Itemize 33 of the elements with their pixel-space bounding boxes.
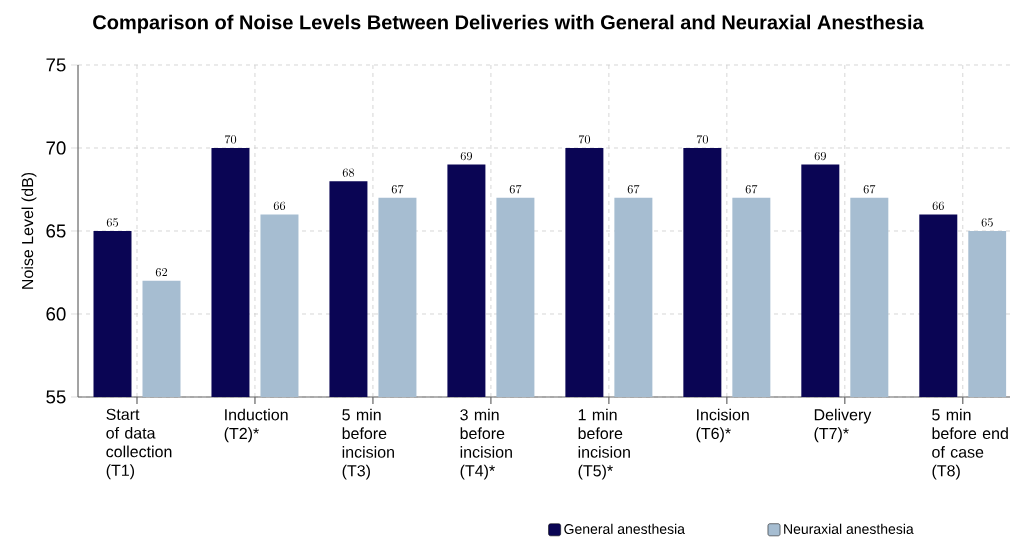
x-tick-label: Delivery (T7)* xyxy=(814,408,872,443)
data-label: 69 xyxy=(460,151,473,161)
legend-label: Neuraxial anesthesia xyxy=(784,523,914,534)
data-label: 62 xyxy=(155,268,168,277)
y-tick-label: 70 xyxy=(46,141,66,155)
data-label: 70 xyxy=(696,135,709,144)
x-tick-label: 1 min before incision (T5)* xyxy=(578,408,630,480)
chart-title: Comparison of Noise Levels Between Deliveries with General and Neuraxial Anesthesia xyxy=(93,14,924,34)
data-label: 66 xyxy=(273,201,286,210)
data-label: 68 xyxy=(342,168,355,177)
data-label: 70 xyxy=(224,135,237,144)
data-label: 65 xyxy=(106,218,119,227)
y-tick-label: 65 xyxy=(46,224,66,238)
data-label: 69 xyxy=(814,151,826,161)
y-tick-label: 55 xyxy=(46,390,66,404)
data-label: 70 xyxy=(578,135,591,144)
data-label: 67 xyxy=(863,184,876,194)
x-tick-label: 5 min before incision (T3) xyxy=(342,408,394,480)
data-label: 67 xyxy=(745,184,758,194)
y-tick-label: 60 xyxy=(46,307,66,321)
data-label: 67 xyxy=(627,184,640,194)
x-tick-label: Incision (T6)* xyxy=(696,408,749,443)
data-label: 66 xyxy=(932,201,944,210)
x-tick-label: 3 min before incision (T4)* xyxy=(460,408,512,480)
legend-label: General anesthesia xyxy=(564,523,685,534)
x-tick-label: Induction (T2)* xyxy=(224,408,288,443)
data-label: 67 xyxy=(391,184,404,194)
x-tick-label: 5 min before end of case (T8) xyxy=(932,408,1008,480)
y-axis-title: Noise Level (dB) xyxy=(21,172,37,289)
x-tick-label: Start of data collection (T1) xyxy=(106,408,172,480)
data-label: 67 xyxy=(509,184,522,194)
y-tick-label: 75 xyxy=(46,58,66,72)
data-label: 65 xyxy=(981,218,993,227)
